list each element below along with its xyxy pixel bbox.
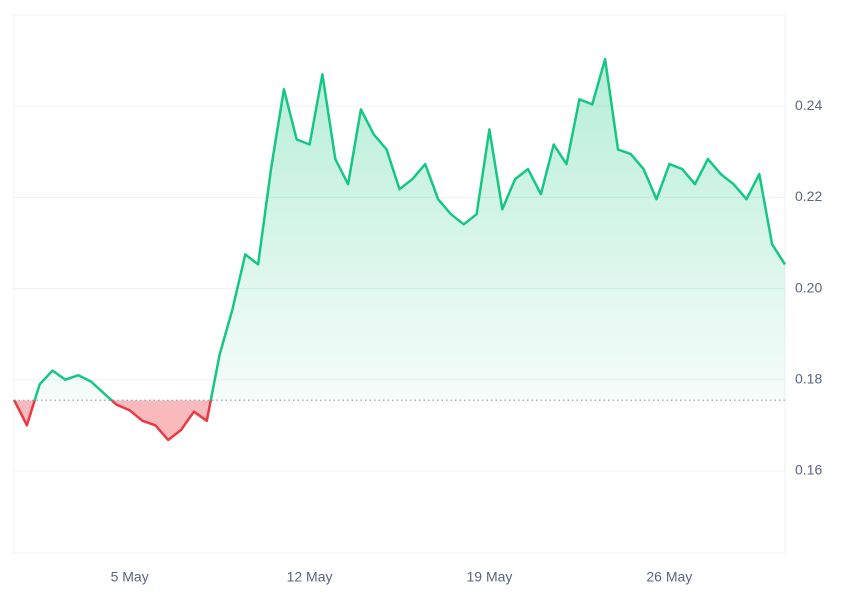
x-tick-label: 5 May (111, 569, 149, 585)
area (14, 59, 785, 440)
y-tick-label: 0.16 (795, 462, 822, 478)
y-tick-label: 0.22 (795, 188, 822, 204)
x-tick-label: 12 May (287, 569, 333, 585)
x-tick-label: 19 May (466, 569, 512, 585)
x-tick-label: 26 May (646, 569, 692, 585)
price-line (12, 57, 787, 442)
y-tick-label: 0.20 (795, 279, 822, 295)
y-tick-label: 0.24 (795, 97, 822, 113)
y-tick-label: 0.18 (795, 370, 822, 386)
